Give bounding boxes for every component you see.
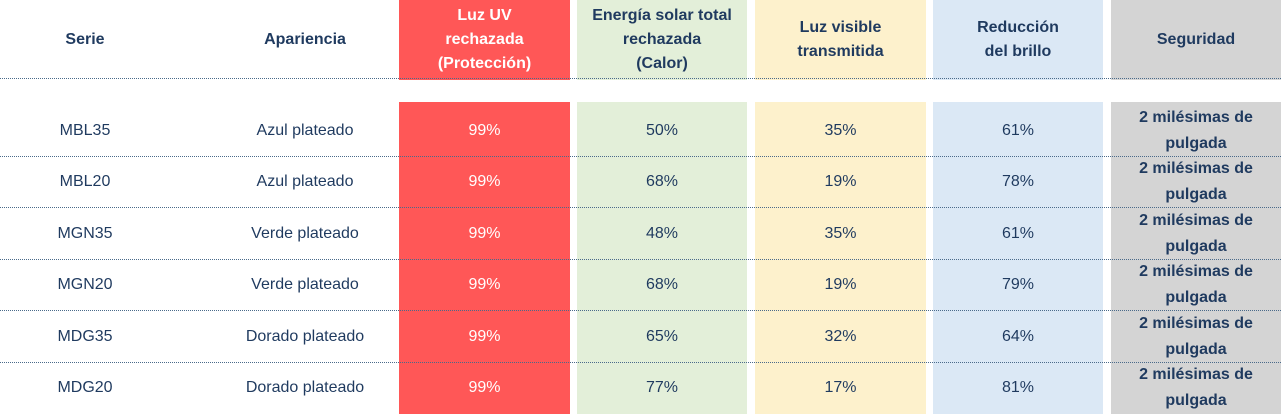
cell-brillo: 81% (1001, 379, 1035, 396)
table-header: Serie Apariencia Luz UV rechazada (Prote… (0, 0, 1281, 80)
cell-uv: 99% (468, 121, 501, 139)
cell-brillo: 78% (1001, 173, 1035, 190)
cell-serie: MGN20 (57, 276, 113, 293)
cell-apariencia: Azul plateado (256, 121, 354, 139)
table-row: MGN20 Verde plateado 99% 68% 19% 79% 2 milésim… (0, 260, 1281, 311)
cell-seguridad: 2 milésimas de pulgada (1139, 314, 1253, 358)
cell-apariencia: Dorado plateado (245, 379, 365, 396)
header-spacer (0, 80, 1281, 102)
cell-visible: 32% (824, 327, 857, 345)
header-seguridad: Seguridad (1156, 31, 1236, 48)
cell-seguridad: 2 milésimas de pulgada (1139, 108, 1253, 152)
cell-serie: MBL35 (59, 121, 111, 139)
header-uv: Luz UV rechazada (Protección) (437, 7, 532, 72)
cell-apariencia: Verde plateado (251, 276, 359, 293)
cell-serie: MGN35 (57, 224, 113, 242)
row-separator (0, 155, 1281, 157)
header-apariencia: Apariencia (264, 31, 346, 48)
cell-seguridad: 2 milésimas de pulgada (1139, 160, 1253, 203)
cell-visible: 19% (824, 276, 857, 293)
cell-uv: 99% (468, 224, 501, 242)
cell-solar: 65% (645, 327, 679, 345)
header-separator (0, 78, 1281, 79)
header-visible: Luz visible transmitida (797, 19, 884, 60)
cell-brillo: 61% (1001, 224, 1035, 242)
table-row: MDG35 Dorado plateado 99% 65% 32% 64% 2 milési… (0, 311, 1281, 362)
cell-brillo: 61% (1001, 121, 1035, 139)
cell-serie: MDG20 (57, 379, 113, 396)
table-row: MBL35 Azul plateado 99% 50% 35% 61% 2 milésima… (0, 105, 1281, 156)
cell-visible: 19% (824, 173, 857, 190)
cell-seguridad: 2 milésimas de pulgada (1139, 263, 1253, 306)
cell-brillo: 79% (1001, 276, 1035, 293)
row-separator (0, 310, 1281, 311)
cell-solar: 68% (645, 173, 679, 190)
cell-solar: 68% (645, 276, 679, 293)
cell-solar: 77% (645, 379, 679, 396)
cell-visible: 35% (824, 224, 857, 242)
cell-apariencia: Azul plateado (256, 173, 354, 190)
cell-uv: 99% (468, 327, 501, 345)
cell-solar: 50% (645, 121, 679, 139)
cell-uv: 99% (468, 276, 501, 293)
cell-seguridad: 2 milésimas de pulgada (1139, 211, 1253, 255)
table-row: MGN35 Verde plateado 99% 48% 35% 61% 2 milésim… (0, 208, 1281, 259)
cell-seguridad: 2 milésimas de pulgada (1139, 366, 1253, 409)
header-brillo: Reducción del brillo (977, 19, 1059, 60)
cell-visible: 35% (824, 121, 857, 139)
header-solar: Energía solar total rechazada (Calor) (592, 7, 732, 72)
cell-solar: 48% (645, 224, 679, 242)
cell-serie: MDG35 (57, 327, 113, 345)
table-row: MDG20 Dorado plateado 99% 77% 17% 81% 2 milési… (0, 363, 1281, 414)
cell-serie: MBL20 (59, 173, 111, 190)
cell-brillo: 64% (1001, 327, 1035, 345)
row-separator (0, 207, 1281, 208)
row-separator (0, 258, 1281, 260)
header-serie: Serie (65, 31, 105, 48)
cell-uv: 99% (468, 173, 501, 190)
cell-visible: 17% (824, 379, 857, 396)
cell-apariencia: Dorado plateado (245, 327, 365, 345)
row-separator (0, 361, 1281, 363)
cell-uv: 99% (468, 379, 501, 396)
cell-apariencia: Verde plateado (251, 224, 359, 242)
table-row: MBL20 Azul plateado 99% 68% 19% 78% 2 milésima… (0, 157, 1281, 208)
